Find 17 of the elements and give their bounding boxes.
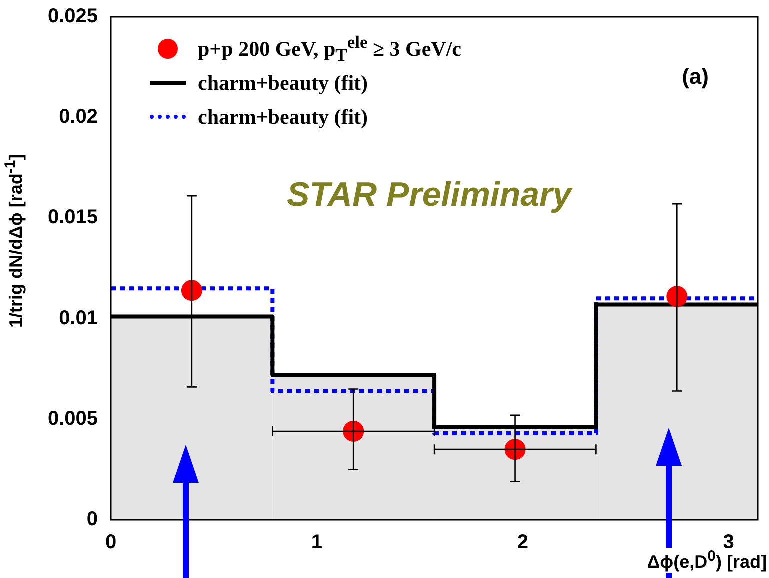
y-tick-label: 0 bbox=[86, 508, 98, 531]
point bbox=[666, 286, 688, 308]
y-tick-label: 0.005 bbox=[48, 408, 98, 430]
annotation: STAR Preliminary bbox=[287, 176, 572, 215]
point bbox=[181, 280, 202, 302]
x-axis-title: Δϕ(e,D$^{0}$) [rad] bbox=[647, 548, 767, 573]
x-tick-label: 0 bbox=[105, 532, 117, 554]
y-tick-label: 0.01 bbox=[59, 307, 98, 330]
legend-label: p+p 200 GeV, p$_{T}$$^{ele}$ ≥ 3 GeV/c bbox=[198, 32, 462, 66]
legend-label: charm+beauty (fit) bbox=[198, 104, 368, 130]
annotation: (a) bbox=[682, 64, 709, 90]
x-tick-label: 1 bbox=[311, 532, 323, 554]
y-tick-label: 0.025 bbox=[48, 6, 98, 28]
x-tick-label: 2 bbox=[517, 532, 528, 554]
y-tick-label: 0.02 bbox=[59, 106, 98, 128]
y-tick-label: 0.015 bbox=[48, 206, 98, 229]
legend-label: charm+beauty (fit) bbox=[198, 70, 368, 96]
